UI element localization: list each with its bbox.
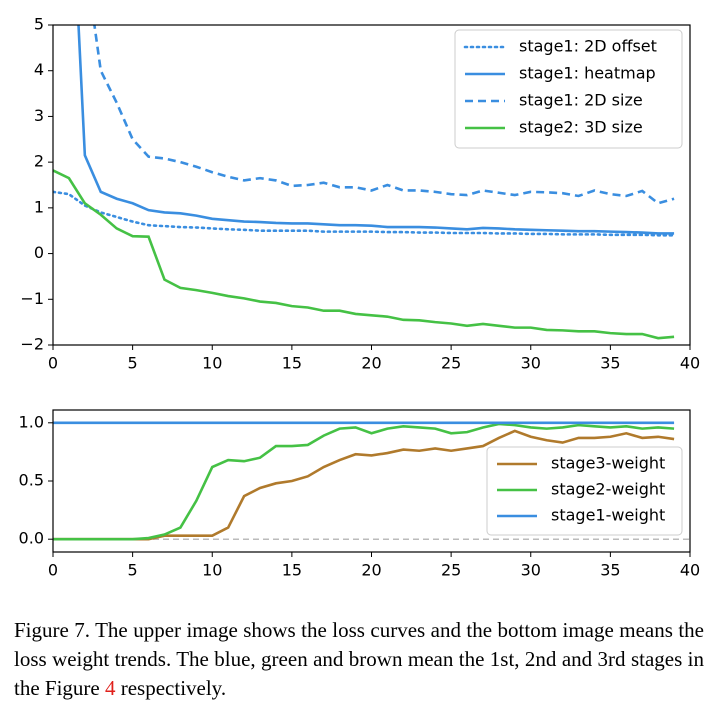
- x-tick-label: 10: [202, 561, 222, 580]
- caption-text: Figure 7. The upper image shows the loss…: [14, 618, 704, 700]
- series-line: [93, 25, 675, 205]
- y-tick-label: 1: [34, 197, 44, 216]
- plot-area: [53, 25, 676, 340]
- y-tick-label: 0.5: [19, 471, 44, 490]
- y-tick-label: 3: [34, 106, 44, 125]
- legend-box: [486, 446, 683, 536]
- figure-ref[interactable]: 4: [104, 676, 116, 700]
- caption-text: respectively.: [115, 676, 227, 700]
- legend-label: stage1: 2D size: [519, 91, 643, 110]
- x-tick-label: 0: [48, 354, 58, 373]
- y-tick-label: 1.0: [19, 412, 44, 431]
- x-tick-label: 15: [282, 561, 302, 580]
- x-tick-label: 10: [202, 354, 222, 373]
- x-tick-label: 40: [680, 354, 700, 373]
- legend-label: stage3-weight: [551, 454, 665, 473]
- x-tick-label: 15: [282, 354, 302, 373]
- x-tick-label: 25: [441, 561, 461, 580]
- legend-label: stage1: 2D offset: [519, 37, 657, 56]
- legend-label: stage2: 3D size: [519, 118, 643, 137]
- y-tick-label: 5: [34, 15, 44, 34]
- x-tick-label: 20: [361, 561, 381, 580]
- y-tick-label: −2: [20, 335, 44, 354]
- y-tick-label: −1: [20, 289, 44, 308]
- series-line: [53, 169, 675, 340]
- y-tick-label: 4: [34, 60, 44, 79]
- x-tick-label: 35: [600, 561, 620, 580]
- x-tick-label: 35: [600, 354, 620, 373]
- y-tick-label: 0.0: [19, 529, 44, 548]
- legend-box: [454, 29, 683, 149]
- x-tick-label: 5: [128, 354, 138, 373]
- y-tick-label: 0: [34, 243, 44, 262]
- series-line: [77, 25, 675, 235]
- y-tick-label: 2: [34, 152, 44, 171]
- series-line: [53, 190, 676, 237]
- x-tick-label: 25: [441, 354, 461, 373]
- x-tick-label: 20: [361, 354, 381, 373]
- plot-area: [53, 421, 690, 541]
- caption: Figure 7. The upper image shows the loss…: [14, 616, 704, 703]
- figure: −2 −1 0 1 2 3 4 5 0 5 10 15 20 25 30 35 40 stage1: 2D off…: [19, 15, 701, 580]
- legend-label: stage2-weight: [551, 480, 665, 499]
- axes-frame: [52, 24, 691, 346]
- legend-label: stage1: heatmap: [519, 64, 656, 83]
- x-tick-label: 5: [128, 561, 138, 580]
- axes-frame: [52, 409, 691, 553]
- series-line: [53, 422, 675, 541]
- x-tick-label: 40: [680, 561, 700, 580]
- legend-label: stage1-weight: [551, 506, 665, 525]
- x-tick-label: 30: [521, 354, 541, 373]
- x-tick-label: 0: [48, 561, 58, 580]
- x-tick-label: 30: [521, 561, 541, 580]
